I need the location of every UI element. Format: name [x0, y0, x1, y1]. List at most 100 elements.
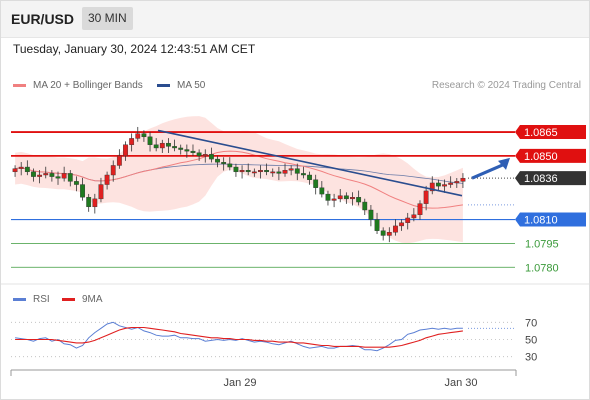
- candle-body: [313, 179, 319, 188]
- candle-body: [374, 219, 380, 231]
- rsi-tick-label: 30: [525, 352, 537, 364]
- candle-body: [43, 173, 49, 176]
- chart-timestamp: Tuesday, January 30, 2024 12:43:51 AM CE…: [13, 42, 256, 56]
- candle-body: [190, 150, 196, 153]
- candle-body: [393, 225, 398, 233]
- forecast-arrow-shaft: [471, 162, 506, 180]
- candle-body: [110, 165, 116, 176]
- level-tag-1-0810: 1.0810: [515, 212, 586, 227]
- candle-body: [135, 133, 141, 139]
- candle-body: [196, 152, 202, 157]
- candle-body: [448, 182, 454, 185]
- candle-body: [172, 146, 177, 149]
- level-tag-1-0850: 1.0850: [515, 148, 586, 163]
- level-tag-1-0836: 1.0836: [515, 171, 586, 186]
- level-label-1-0865: 1.0865: [524, 127, 558, 139]
- candle-body: [239, 170, 245, 173]
- candle-body: [294, 168, 300, 174]
- candle-body: [208, 154, 214, 160]
- chart-header: EUR/USD 30 MIN: [0, 0, 590, 38]
- candle-body: [319, 187, 325, 195]
- candle-body: [86, 197, 92, 208]
- candle-body: [147, 136, 153, 145]
- candle-body: [417, 203, 423, 215]
- candle-body: [24, 166, 30, 173]
- candle-body: [270, 171, 276, 174]
- candle-body: [399, 222, 404, 227]
- candle-body: [37, 174, 43, 177]
- rsi-9ma-line: [15, 326, 463, 348]
- candle-body: [18, 166, 24, 169]
- level-label-1-0850: 1.0850: [524, 151, 558, 163]
- candle-body: [55, 176, 61, 179]
- candle-body: [141, 133, 147, 138]
- candle-body: [49, 173, 55, 177]
- candle-body: [264, 170, 270, 173]
- legend-9ma: 9MA: [62, 294, 103, 305]
- candle-body: [116, 155, 122, 166]
- candle-body: [202, 154, 208, 157]
- candle-body: [337, 195, 343, 200]
- candle-body: [442, 184, 447, 187]
- level-tag-bg: [515, 125, 586, 140]
- legend-rsi: RSI: [13, 294, 50, 305]
- candle-body: [301, 173, 306, 176]
- x-tick-label: Jan 30: [444, 377, 477, 389]
- level-label-1-0795: 1.0795: [525, 238, 559, 250]
- candle-body: [74, 181, 79, 185]
- candle-body: [98, 184, 104, 200]
- candle-body: [386, 232, 392, 236]
- candle-body: [67, 173, 73, 182]
- candle-body: [153, 144, 159, 149]
- legend-bollinger: MA 20 + Bollinger Bands: [13, 80, 143, 91]
- level-tag-bg: [515, 212, 586, 227]
- candle-body: [362, 201, 368, 211]
- level-label-1-0810: 1.0810: [524, 215, 558, 227]
- candle-body: [307, 174, 312, 180]
- candle-body: [343, 195, 349, 200]
- candle-body: [31, 171, 36, 177]
- candle-body: [166, 142, 171, 147]
- candle-body: [215, 158, 220, 163]
- candle-body: [178, 147, 184, 150]
- level-label-1-0836: 1.0836: [524, 173, 558, 185]
- legend-bollinger-swatch: [13, 84, 26, 87]
- level-label-1-0780: 1.0780: [525, 262, 559, 274]
- candle-body: [368, 209, 374, 220]
- timeframe-badge[interactable]: 30 MIN: [82, 7, 133, 30]
- candle-body: [380, 230, 386, 236]
- legend-bollinger-label: MA 20 + Bollinger Bands: [33, 80, 143, 91]
- candle-body: [159, 142, 165, 149]
- candle-body: [276, 171, 282, 174]
- candle-body: [92, 198, 98, 208]
- candle-body: [245, 170, 251, 173]
- level-tag-1-0865: 1.0865: [515, 125, 586, 140]
- candle-body: [288, 168, 294, 171]
- candle-body: [221, 162, 227, 165]
- candle-body: [282, 170, 288, 174]
- candle-body: [429, 182, 435, 192]
- candle-body: [411, 214, 417, 219]
- candle-body: [454, 181, 460, 184]
- candle-body: [325, 193, 331, 201]
- candle-body: [356, 197, 362, 203]
- candle-body: [423, 190, 429, 204]
- candle-body: [435, 182, 441, 187]
- candle-body: [331, 198, 337, 201]
- candle-body: [104, 174, 110, 185]
- forecast-arrowhead: [498, 157, 510, 170]
- rsi-tick-label: 50: [525, 335, 537, 347]
- legend-9ma-swatch: [62, 298, 75, 301]
- candle-body: [405, 217, 411, 223]
- candle-body: [184, 149, 190, 152]
- candle-body: [251, 171, 257, 174]
- candle-body: [61, 173, 67, 179]
- legend-9ma-label: 9MA: [82, 294, 103, 305]
- ma20-line: [15, 150, 463, 209]
- legend-ma50-swatch: [157, 84, 170, 87]
- x-tick-label: Jan 29: [223, 377, 256, 389]
- candle-body: [233, 166, 239, 173]
- symbol-label: EUR/USD: [11, 11, 75, 27]
- candle-body: [80, 184, 85, 198]
